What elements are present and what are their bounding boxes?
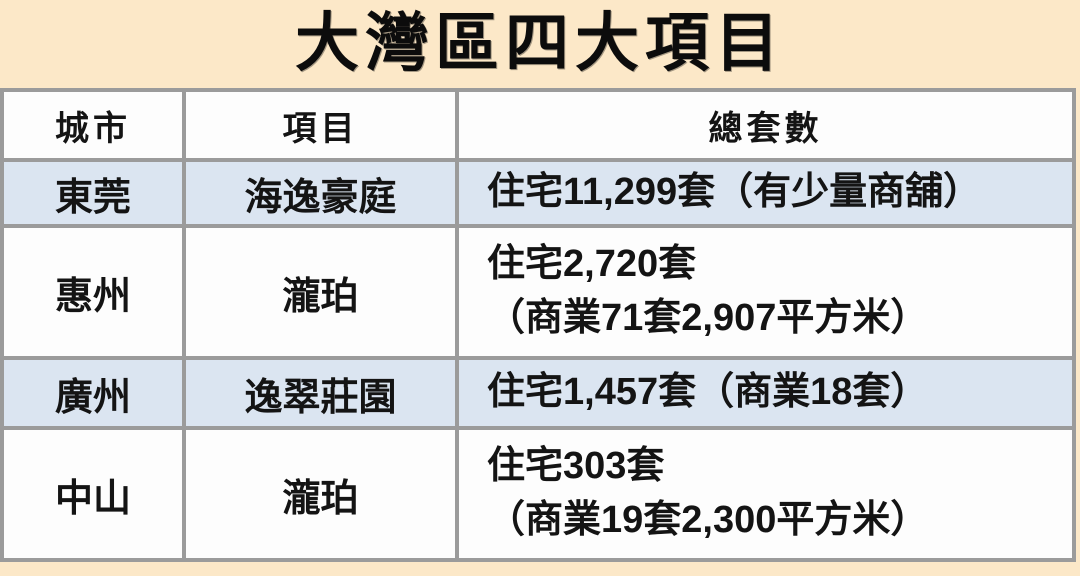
- table-row: 中山 瀧珀 住宅303套 （商業19套2,300平方米）: [0, 426, 1076, 562]
- cell-units: 住宅11,299套（有少量商舖）: [455, 158, 1076, 228]
- header-cell-project: 項目: [182, 88, 459, 162]
- header-cell-total-units: 總套數: [455, 88, 1076, 162]
- cell-project: 海逸豪庭: [182, 158, 459, 228]
- units-line: 住宅2,720套: [487, 243, 697, 286]
- cell-project: 逸翠莊園: [182, 356, 459, 430]
- units-line: 住宅11,299套（有少量商舖）: [487, 171, 982, 214]
- units-line: （商業19套2,300平方米）: [487, 499, 929, 541]
- cell-city: 東莞: [0, 158, 186, 228]
- page-title: 大灣區四大項目: [295, 8, 785, 79]
- cell-city: 中山: [0, 426, 186, 562]
- title-band: 大灣區四大項目: [0, 0, 1080, 88]
- cell-project: 瀧珀: [182, 426, 459, 562]
- cell-project: 瀧珀: [182, 224, 459, 360]
- projects-table: 城市 項目 總套數 東莞 海逸豪庭 住宅11,299套（有少量商舖） 惠州 瀧珀…: [0, 88, 1076, 562]
- units-line: 住宅1,457套（商業18套）: [487, 371, 929, 414]
- cell-units: 住宅1,457套（商業18套）: [455, 356, 1076, 430]
- units-line: 住宅303套: [487, 445, 665, 488]
- cell-city: 惠州: [0, 224, 186, 360]
- table-row: 東莞 海逸豪庭 住宅11,299套（有少量商舖）: [0, 158, 1076, 228]
- table-row: 惠州 瀧珀 住宅2,720套 （商業71套2,907平方米）: [0, 224, 1076, 360]
- units-line: （商業71套2,907平方米）: [487, 297, 929, 339]
- cell-city: 廣州: [0, 356, 186, 430]
- cell-units: 住宅2,720套 （商業71套2,907平方米）: [455, 224, 1076, 360]
- table-row: 廣州 逸翠莊園 住宅1,457套（商業18套）: [0, 356, 1076, 430]
- header-cell-city: 城市: [0, 88, 186, 162]
- header-row: 城市 項目 總套數: [0, 88, 1076, 162]
- cell-units: 住宅303套 （商業19套2,300平方米）: [455, 426, 1076, 562]
